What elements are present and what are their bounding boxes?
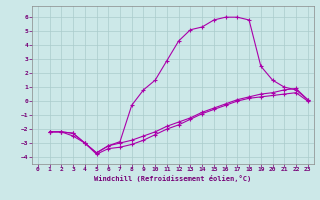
X-axis label: Windchill (Refroidissement éolien,°C): Windchill (Refroidissement éolien,°C) [94,175,252,182]
